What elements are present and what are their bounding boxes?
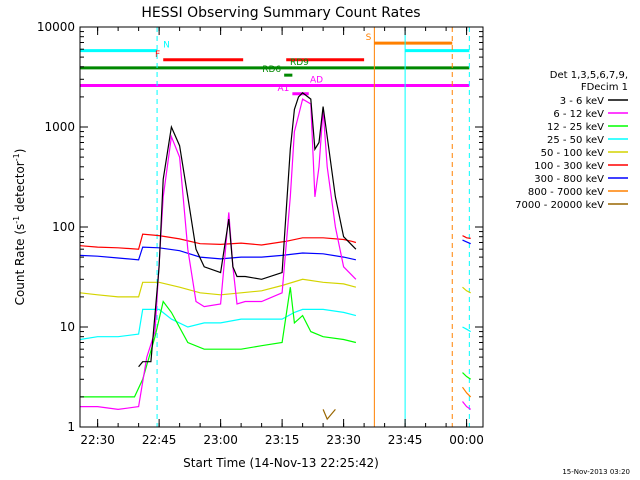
x-tick-label: 22:45 [142, 433, 177, 447]
legend-label: 800 - 7000 keV [528, 187, 604, 198]
chart-title: HESSI Observing Summary Count Rates [141, 5, 420, 21]
series-25-50-kev-seg-1 [462, 326, 472, 333]
series-3-6-kev-seg-0 [138, 92, 357, 368]
series-12-25-kev-seg-0 [80, 287, 357, 398]
x-axis-label: Start Time (14-Nov-13 22:25:42) [183, 456, 379, 470]
series-300-800-kev-seg-1 [462, 239, 471, 245]
y-axis-label-close: ) [13, 149, 27, 154]
flag-label-rd9: RD9 [290, 58, 309, 68]
y-tick-label: 10000 [37, 20, 75, 34]
y-axis-label: Count Rate (s-1 detector-1) [12, 149, 27, 306]
legend-label: 7000 - 20000 keV [515, 200, 604, 211]
flag-label-a1: A1 [277, 84, 289, 94]
series-12-25-kev-seg-1 [462, 372, 472, 380]
series-300-800-kev-seg-0 [79, 246, 357, 261]
x-tick-label: 22:30 [80, 433, 115, 447]
x-tick-label: 23:15 [265, 433, 300, 447]
series-7000-20000-kev-seg-0 [322, 409, 336, 421]
series-6-12-kev-seg-1 [462, 401, 472, 410]
y-tick-label: 10 [60, 320, 75, 334]
x-tick-label: 23:30 [326, 433, 361, 447]
y-tick-label: 1 [67, 420, 75, 434]
legend-label: 12 - 25 keV [547, 122, 604, 133]
legend-label: 300 - 800 keV [534, 174, 604, 185]
series-50-100-kev-seg-1 [462, 286, 471, 294]
series-100-300-kev-seg-1 [462, 235, 471, 239]
x-tick-label: 23:00 [203, 433, 238, 447]
instrument-flags: NF S RD9 RD6 AD A1 [80, 33, 470, 96]
flag-label-rd6: RD6 [262, 65, 281, 75]
legend-label: 25 - 50 keV [547, 135, 604, 146]
y-axis-label-exp1: -1 [12, 216, 21, 224]
y-axis-label-main: Count Rate (s [13, 224, 27, 306]
y-axis: 1 10 100 1000 10000 [37, 20, 483, 434]
legend-header-line-0: Det 1,3,5,6,7,9, [550, 70, 628, 81]
x-tick-label: 23:45 [388, 433, 423, 447]
x-tick-label: 00:00 [449, 433, 484, 447]
generated-timestamp: 15-Nov-2013 03:20 [562, 468, 630, 476]
series-50-100-kev-seg-0 [79, 278, 357, 298]
legend-header-line-1: FDecim 1 [581, 82, 628, 93]
series-25-50-kev-seg-0 [79, 308, 357, 341]
x-axis: 22:30 22:45 23:00 23:15 23:30 23:45 00:00 [80, 27, 484, 447]
flag-label-f: F [155, 50, 160, 60]
series-800-7000-kev-seg-0 [462, 386, 472, 398]
legend-label: 100 - 300 keV [534, 161, 604, 172]
y-tick-label: 1000 [44, 120, 75, 134]
flag-label-s: S [366, 33, 372, 43]
legend-label: 3 - 6 keV [560, 96, 604, 107]
flag-label-ad: AD [310, 76, 323, 86]
series-6-12-kev-seg-0 [80, 98, 357, 411]
legend-label: 6 - 12 keV [553, 109, 604, 120]
legend-label: 50 - 100 keV [541, 148, 605, 159]
count-rate-series [79, 92, 472, 421]
y-tick-label: 100 [52, 220, 75, 234]
y-axis-label-middle: detector [13, 161, 27, 216]
legend: Det 1,3,5,6,7,9,FDecim 1 3 - 6 keV 6 - 12 … [515, 70, 628, 211]
flag-label-n: N [163, 41, 170, 51]
y-axis-label-exp2: -1 [12, 153, 21, 161]
